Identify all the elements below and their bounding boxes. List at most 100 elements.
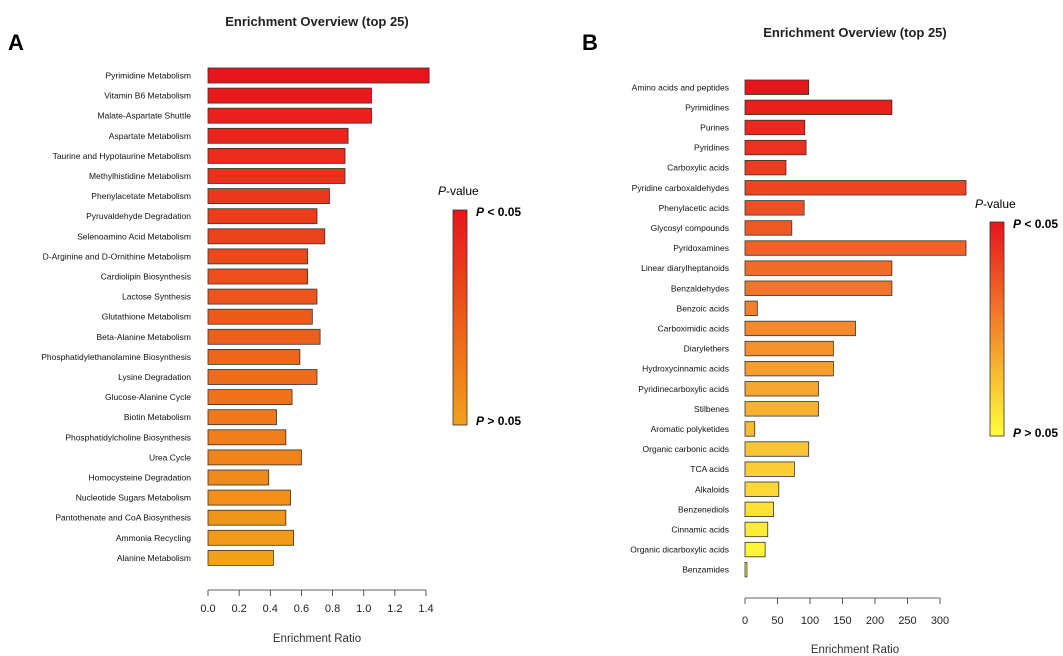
panel-a-bar <box>207 429 287 446</box>
panel-a-x-axis-label: Enrichment Ratio <box>273 633 361 645</box>
panel-b-x-tick-label: 250 <box>898 615 916 627</box>
panel-a-category-label: Ammonia Recycling <box>116 533 191 543</box>
panel-b-bar <box>744 521 769 538</box>
panel-a-x-tick-label: 0.0 <box>200 603 215 615</box>
panel-a-letter: A <box>8 30 24 55</box>
panel-a-category-label: Taurine and Hypotaurine Metabolism <box>53 151 191 161</box>
panel-b-category-label: Benzenediols <box>678 504 729 514</box>
panel-b-letter: B <box>582 30 598 55</box>
panel-a-plot: Pyrimidine Metabolism Vitamin B6 Metaboli… <box>41 67 434 615</box>
panel-b-bar <box>744 280 893 296</box>
panel-a-category-label: Pantothenate and CoA Biosynthesis <box>55 513 191 523</box>
panel-b-category-label: Amino acids and peptides <box>632 82 729 92</box>
panel-a-category-label: Urea Cycle <box>149 452 191 462</box>
panel-a-category-label: Alanine Metabolism <box>117 553 191 563</box>
panel-a-category-label: Malate-Aspartate Shuttle <box>97 111 191 121</box>
panel-b-bar <box>744 300 758 317</box>
panel-b-category-label: Benzamides <box>682 565 729 575</box>
panel-a-bar <box>207 188 330 205</box>
panel-b-category-label: Pyrimidines <box>685 102 729 112</box>
panel-a-bar <box>207 147 346 164</box>
panel-b-category-label: Glycosyl compounds <box>651 223 729 233</box>
panel-b-bar <box>744 240 967 256</box>
panel-b-bar <box>744 340 834 357</box>
panel-b-x-tick-label: 300 <box>931 615 949 627</box>
panel-a-category-label: Vitamin B6 Metabolism <box>104 91 191 101</box>
panel-b-bar <box>744 200 805 216</box>
panel-b-category-label: Aromatic polyketides <box>651 424 729 434</box>
panel-a-category-label: Phosphatidylcholine Biosynthesis <box>65 432 191 442</box>
panel-a-legend-title: P-value <box>438 184 479 198</box>
panel-b-bar <box>744 79 810 95</box>
panel-a-bar <box>207 489 291 506</box>
panel-b-bar <box>744 381 819 397</box>
panel-a-bar <box>207 509 287 526</box>
panel-a-title: Enrichment Overview (top 25) <box>225 14 409 29</box>
panel-a-category-label: Homocysteine Degradation <box>88 473 191 483</box>
panel-a-category-label: D-Arginine and D-Ornithine Metabolism <box>43 251 191 261</box>
panel-a-bar <box>207 469 270 486</box>
panel-a-category-label: Cardiolipin Biosynthesis <box>101 272 191 282</box>
panel-b-title: Enrichment Overview (top 25) <box>763 25 947 40</box>
panel-b-category-label: Carboxylic acids <box>667 163 729 173</box>
panel-a-category-label: Nucleotide Sugars Metabolism <box>76 493 191 503</box>
panel-b-bar <box>744 320 856 337</box>
panel-b-category-label: Organic carbonic acids <box>643 444 729 454</box>
panel-a-x-tick-label: 1.2 <box>387 603 402 615</box>
panel-b-bar <box>744 481 780 497</box>
panel-b-bar <box>744 441 810 457</box>
panel-b-bar <box>744 562 748 578</box>
panel-b-bar <box>744 99 893 115</box>
panel-b-category-label: Phenylacetic acids <box>659 203 729 213</box>
panel-b-category-label: Benzoic acids <box>677 303 729 313</box>
panel-b-bar <box>744 119 806 136</box>
panel-a-bar <box>207 268 309 285</box>
panel-a-category-label: Phosphatidylethanolamine Biosynthesis <box>41 352 191 362</box>
panel-b-category-label: Pyridinecarboxylic acids <box>638 384 729 394</box>
panel-a-legend-top-label: P < 0.05 <box>476 205 521 219</box>
panel-a-x-tick-label: 0.6 <box>294 603 309 615</box>
panel-a-category-label: Methylhistidine Metabolism <box>89 171 191 181</box>
panel-b-category-label: Alkaloids <box>695 484 729 494</box>
panel-b-legend: P-value P < 0.05 P > 0.05 <box>975 197 1058 440</box>
panel-a-category-label: Glutathione Metabolism <box>102 312 191 322</box>
panel-b-bar <box>744 541 766 558</box>
panel-a-bar <box>207 529 295 546</box>
panel-a-category-label: Aspartate Metabolism <box>109 131 191 141</box>
panel-b-category-label: Organic dicarboxylic acids <box>630 545 729 555</box>
panel-a-bar <box>207 208 318 225</box>
panel-b-category-label: Pyridine carboxaldehydes <box>632 183 729 193</box>
panel-b-bar <box>744 401 819 417</box>
panel-b-bar <box>744 139 807 156</box>
panel-a-bar <box>207 168 346 184</box>
panel-b-category-label: Benzaldehydes <box>671 283 729 293</box>
panel-a-bar <box>207 328 321 345</box>
panel-a-category-label: Biotin Metabolism <box>124 412 191 422</box>
panel-b-category-label: Cinnamic acids <box>671 524 729 534</box>
panel-a-bar <box>207 550 274 566</box>
panel-b-x-tick-label: 200 <box>866 615 884 627</box>
panel-a-bar <box>207 248 309 265</box>
panel-b-bar <box>744 501 775 518</box>
panel-b-bar <box>744 461 795 477</box>
panel-a-legend-bottom-label: P > 0.05 <box>476 414 521 428</box>
panel-a-bar <box>207 127 349 144</box>
panel-b-legend-title: P-value <box>975 197 1016 211</box>
panel-a-bar <box>207 389 293 406</box>
panel-b-category-label: TCA acids <box>690 464 729 474</box>
panel-b-plot: Amino acids and peptides Pyrimidines Purin… <box>630 79 967 627</box>
panel-b-category-label: Pyridines <box>694 143 729 153</box>
panel-a-category-label: Pyruvaldehyde Degradation <box>86 211 191 221</box>
panel-a-legend-colorbar <box>452 209 468 426</box>
panel-b-x-tick-label: 100 <box>801 615 819 627</box>
panel-b-legend-top-label: P < 0.05 <box>1013 217 1058 231</box>
panel-a-bar <box>207 308 313 325</box>
panel-a-category-label: Phenylacetate Metabolism <box>91 191 191 201</box>
panel-a-bar <box>207 409 277 426</box>
panel-a-bar <box>207 107 372 124</box>
panel-b-category-label: Diarylethers <box>684 344 729 354</box>
panel-a-bar <box>207 369 318 385</box>
panel-a-x-tick-label: 0.8 <box>325 603 340 615</box>
panel-a-bar <box>207 87 372 104</box>
